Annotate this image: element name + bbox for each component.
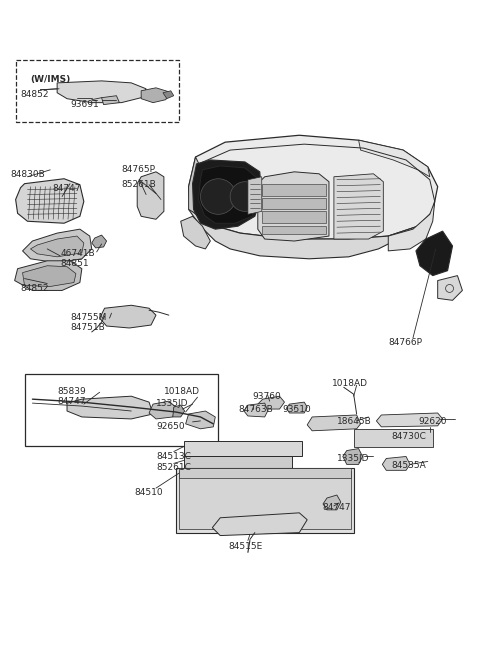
Bar: [354, 429, 433, 447]
Bar: [179, 468, 351, 478]
Text: 92650: 92650: [156, 422, 185, 431]
Text: 84515E: 84515E: [228, 542, 263, 552]
Text: 84765P: 84765P: [121, 165, 156, 174]
Text: 18645B: 18645B: [337, 417, 372, 426]
Text: 93510: 93510: [283, 405, 311, 414]
Polygon shape: [323, 495, 341, 510]
Text: 84747: 84747: [322, 503, 350, 512]
Text: 84852: 84852: [21, 90, 49, 99]
Polygon shape: [23, 229, 92, 263]
Bar: [262, 212, 326, 223]
Polygon shape: [149, 401, 176, 419]
Text: 84747: 84747: [52, 183, 81, 193]
Polygon shape: [163, 91, 174, 99]
Text: 84535A: 84535A: [391, 461, 426, 470]
Polygon shape: [30, 236, 84, 257]
Polygon shape: [359, 140, 430, 177]
Circle shape: [230, 181, 260, 212]
Text: 84755M: 84755M: [70, 313, 107, 322]
Polygon shape: [189, 210, 433, 259]
Polygon shape: [189, 157, 203, 216]
Text: (W/IMS): (W/IMS): [30, 75, 71, 84]
Polygon shape: [192, 160, 262, 229]
Bar: [262, 226, 326, 234]
Bar: [24, 375, 218, 445]
Polygon shape: [23, 266, 76, 286]
Bar: [262, 183, 326, 196]
Text: 84513C: 84513C: [156, 451, 191, 460]
Polygon shape: [92, 235, 107, 248]
Text: 84751B: 84751B: [70, 323, 105, 332]
Text: 84510: 84510: [134, 488, 163, 497]
Text: 84730C: 84730C: [391, 432, 426, 441]
Polygon shape: [258, 172, 329, 241]
Polygon shape: [199, 166, 260, 223]
Polygon shape: [141, 88, 169, 103]
Text: 93760: 93760: [253, 392, 282, 402]
Polygon shape: [376, 413, 443, 427]
Bar: [16, 60, 179, 122]
Text: 84766P: 84766P: [388, 338, 422, 347]
Text: 1018AD: 1018AD: [332, 379, 368, 388]
Polygon shape: [343, 449, 362, 464]
Text: 85839: 85839: [57, 387, 86, 396]
Polygon shape: [287, 402, 307, 413]
Text: 85261B: 85261B: [121, 179, 156, 189]
Polygon shape: [14, 261, 82, 290]
Polygon shape: [57, 81, 146, 103]
Polygon shape: [173, 405, 185, 417]
Polygon shape: [16, 179, 84, 223]
Polygon shape: [67, 396, 153, 419]
Polygon shape: [258, 396, 285, 409]
Polygon shape: [212, 513, 307, 536]
Text: 1335JD: 1335JD: [337, 453, 370, 462]
Polygon shape: [189, 135, 438, 239]
Text: 1018AD: 1018AD: [164, 387, 200, 396]
Bar: [184, 457, 292, 470]
Polygon shape: [244, 403, 268, 417]
Polygon shape: [248, 177, 262, 214]
Text: 84763B: 84763B: [238, 405, 273, 414]
Bar: [184, 441, 302, 455]
Text: 92620: 92620: [418, 417, 446, 426]
Text: 85261C: 85261C: [156, 463, 191, 472]
Bar: [179, 472, 351, 529]
Polygon shape: [388, 202, 435, 251]
Polygon shape: [307, 415, 360, 431]
Bar: [262, 198, 326, 210]
Text: 46741B: 46741B: [60, 249, 95, 258]
Polygon shape: [383, 457, 410, 470]
Polygon shape: [438, 276, 462, 301]
Text: 1335JD: 1335JD: [156, 399, 189, 408]
Text: 84852: 84852: [21, 284, 49, 293]
Text: 84830B: 84830B: [11, 170, 46, 179]
Polygon shape: [137, 172, 164, 219]
Polygon shape: [180, 216, 210, 249]
Polygon shape: [100, 305, 156, 328]
Polygon shape: [416, 231, 453, 276]
Text: 84851: 84851: [60, 259, 89, 268]
Text: 84747: 84747: [57, 397, 85, 406]
Polygon shape: [186, 411, 216, 429]
Text: 93691: 93691: [70, 100, 99, 109]
Polygon shape: [102, 96, 120, 105]
Circle shape: [201, 179, 236, 214]
Bar: [176, 468, 354, 533]
Polygon shape: [334, 174, 384, 239]
